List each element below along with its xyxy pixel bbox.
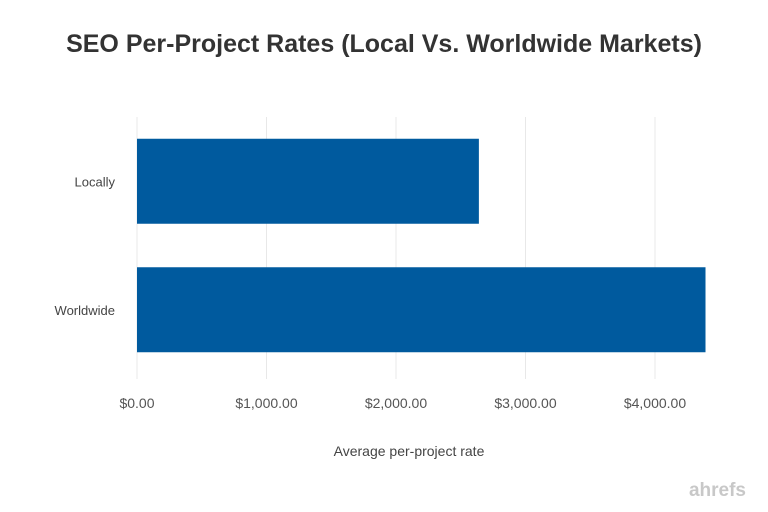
- ahrefs-logo: ahrefs: [688, 480, 746, 501]
- x-tick-label: $1,000.00: [235, 395, 297, 411]
- y-tick-label: Locally: [75, 174, 116, 189]
- x-axis-label: Average per-project rate: [333, 443, 485, 459]
- x-tick-label: $4,000.00: [624, 395, 686, 411]
- x-tick-label: $3,000.00: [494, 395, 556, 411]
- x-tick-label: $2,000.00: [365, 395, 427, 411]
- y-tick-label: Worldwide: [55, 303, 115, 318]
- x-tick-label: $0.00: [119, 395, 154, 411]
- chart-title: SEO Per-Project Rates (Local Vs. Worldwi…: [66, 30, 702, 58]
- bar-worldwide: [137, 267, 706, 353]
- bar-locally: [137, 138, 479, 224]
